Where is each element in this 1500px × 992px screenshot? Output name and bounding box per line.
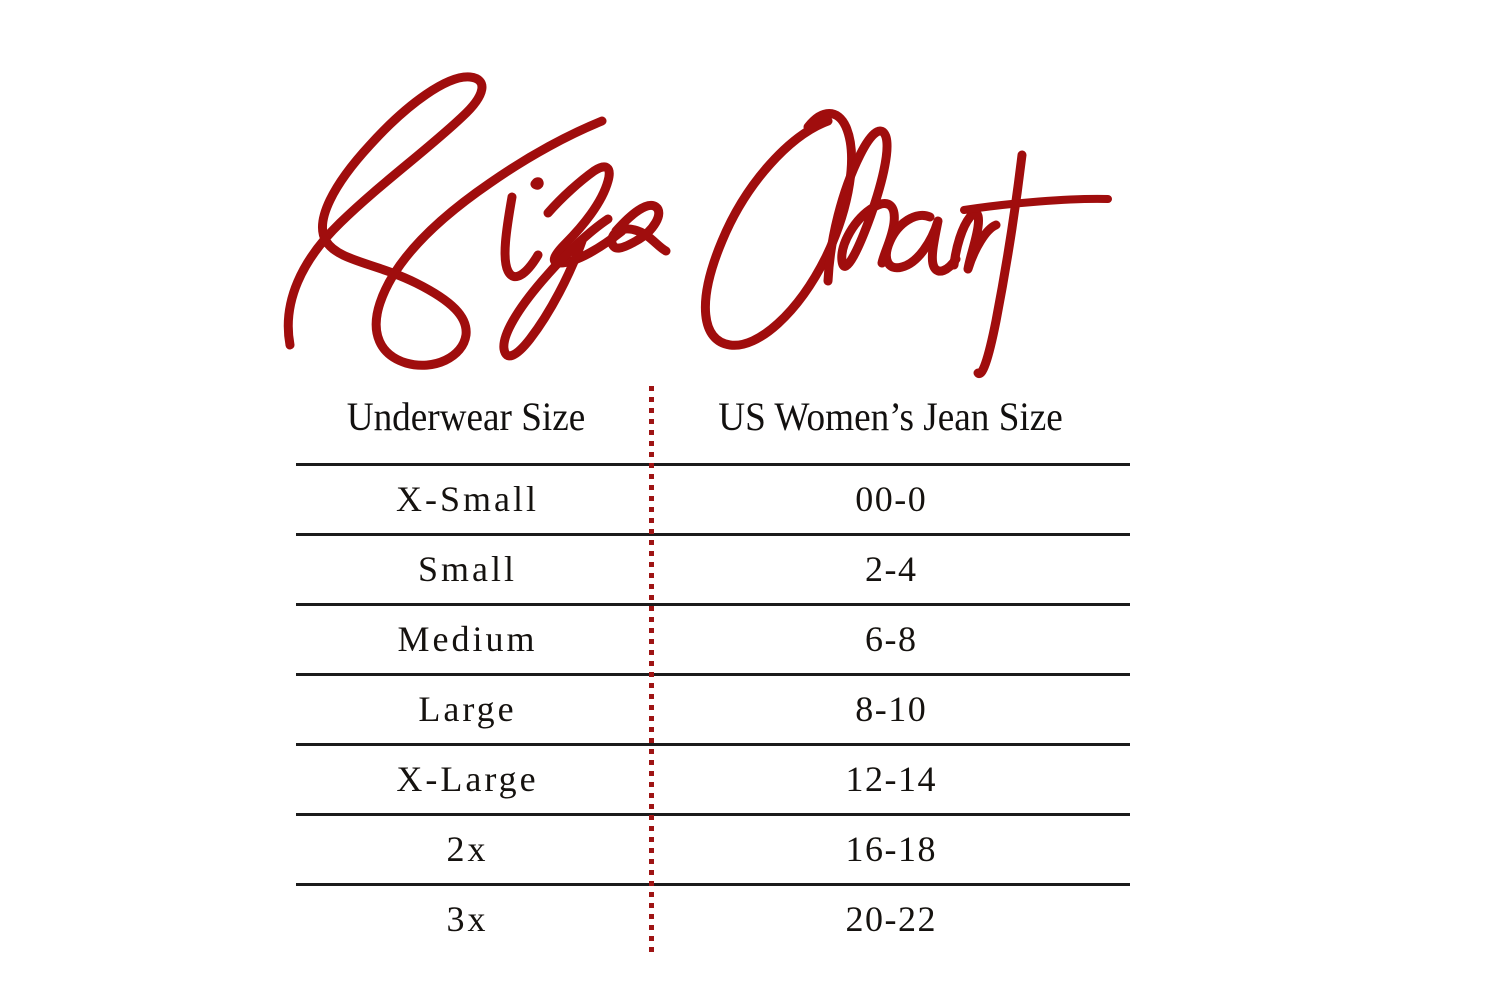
cell-jean-size: 6-8 (865, 619, 918, 659)
table-row: Medium 6-8 (296, 606, 1130, 673)
table-row: X-Small 00-0 (296, 466, 1130, 533)
cell-underwear-size: 3x (446, 899, 489, 939)
column-divider-dotted-line (649, 386, 654, 958)
column-header-jean-size: US Women’s Jean Size (718, 394, 1063, 439)
table-rule (296, 883, 1130, 886)
cell-jean-size: 20-22 (845, 899, 937, 939)
script-title-artwork (283, 72, 1112, 379)
cell-underwear-size: Large (418, 689, 517, 729)
table-rule (296, 603, 1130, 606)
cell-underwear-size: X-Large (396, 759, 539, 799)
column-header-underwear-size: Underwear Size (346, 394, 586, 439)
size-chart-table: Underwear Size US Women’s Jean Size X-Sm… (296, 386, 1130, 953)
cell-underwear-size: X-Small (396, 479, 539, 519)
cell-jean-size: 8-10 (855, 689, 928, 729)
table-row: 2x 16-18 (296, 816, 1130, 883)
table-rule (296, 533, 1130, 536)
table-row: 3x 20-22 (296, 886, 1130, 953)
table-row: X-Large 12-14 (296, 746, 1130, 813)
cell-jean-size: 16-18 (845, 829, 937, 869)
cell-underwear-size: 2x (446, 829, 489, 869)
table-rule (296, 813, 1130, 816)
table-rule (296, 743, 1130, 746)
cell-underwear-size: Small (417, 549, 517, 589)
cell-jean-size: 12-14 (845, 759, 937, 799)
table-rule (296, 673, 1130, 676)
page-title: Size Chart (230, 55, 1130, 379)
table-rule (296, 463, 1130, 466)
cell-jean-size: 2-4 (865, 549, 918, 589)
table-header-row: Underwear Size US Women’s Jean Size (296, 386, 1130, 463)
cell-jean-size: 00-0 (855, 479, 928, 519)
table-row: Large 8-10 (296, 676, 1130, 743)
table-row: Small 2-4 (296, 536, 1130, 603)
cell-underwear-size: Medium (397, 619, 538, 659)
